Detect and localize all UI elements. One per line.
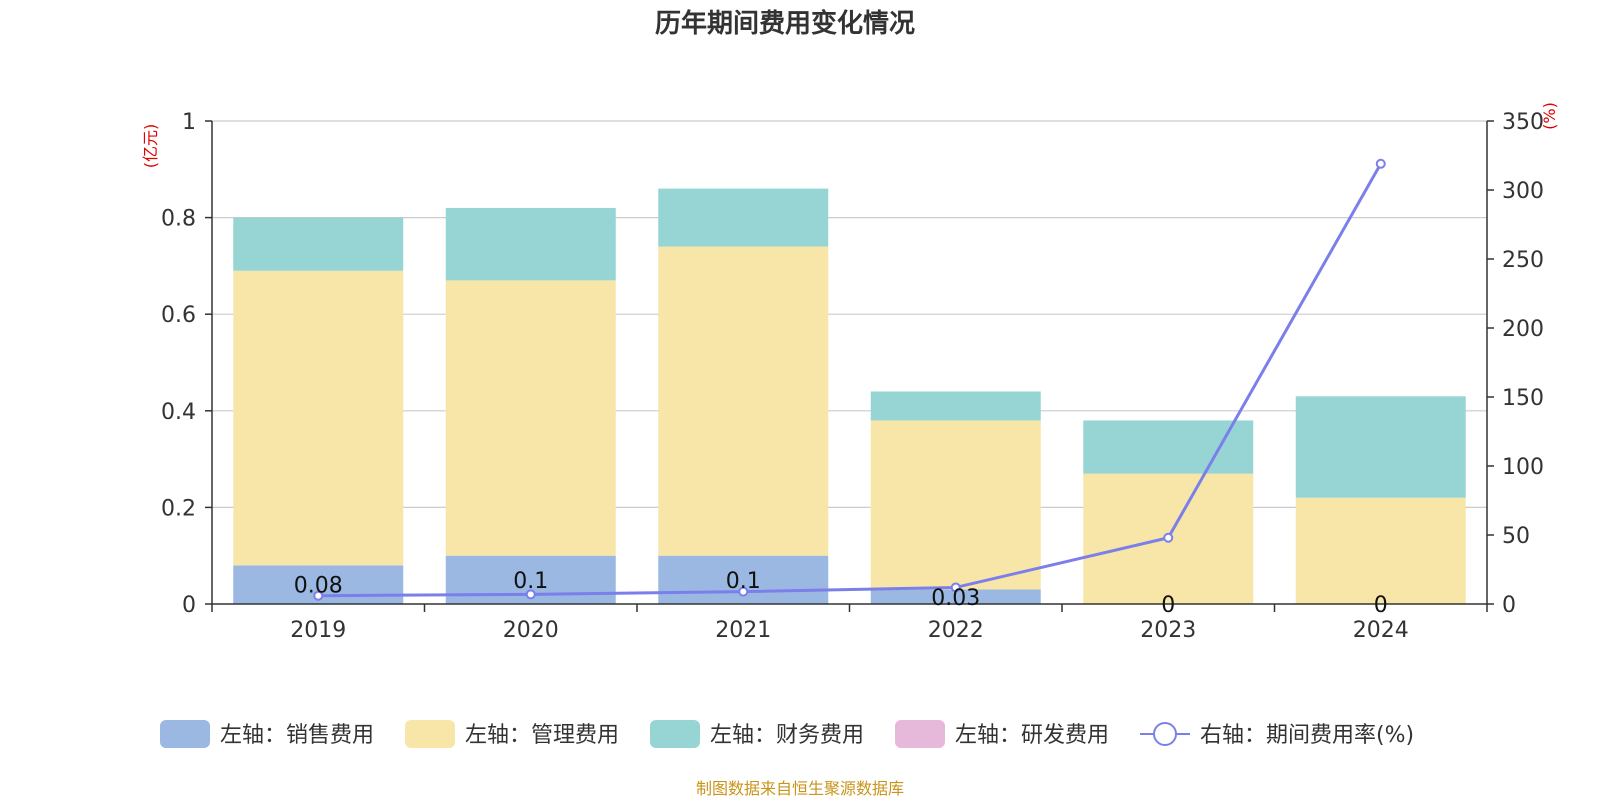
left-axis-tick-label: 0.8 (161, 207, 196, 232)
x-axis-tick-label: 2021 (715, 618, 771, 643)
right-axis-tick-label: 0 (1502, 593, 1516, 618)
legend-label: 左轴：研发费用 (955, 723, 1109, 748)
bar-segment (233, 270, 404, 566)
bar-segment (1083, 420, 1254, 474)
bar-segment (1295, 497, 1466, 604)
legend-item[interactable]: 左轴：财务费用 (650, 720, 864, 748)
bar-segment (1295, 396, 1466, 498)
legend-label: 左轴：财务费用 (710, 723, 864, 748)
bar-data-label: 0 (1161, 593, 1175, 618)
gridlines (212, 120, 1487, 508)
bar-data-label: 0.08 (294, 574, 343, 599)
right-axis-tick-label: 50 (1502, 524, 1530, 549)
legend-swatch (405, 720, 455, 748)
bar-data-label: 0.03 (931, 586, 980, 611)
legend[interactable]: 左轴：销售费用 左轴：管理费用 左轴：财务费用 左轴：研发费用 右轴：期间费用率(%) (160, 720, 1414, 748)
left-axis-tick-label: 0.6 (161, 303, 196, 328)
legend-label: 左轴：管理费用 (465, 723, 619, 748)
bar-segment (445, 207, 616, 281)
bar-segment (870, 391, 1041, 421)
left-axis-unit-label: (亿元) (141, 124, 160, 169)
right-axis-tick-label: 150 (1502, 386, 1544, 411)
rate-line-point (950, 582, 961, 593)
axes: 0 0.2 0.4 0.6 0.8 1 0 50 100 150 200 250 300 350 2019 2… (161, 110, 1544, 643)
legend-swatch (160, 720, 210, 748)
bar-segment (658, 246, 829, 556)
bars (233, 188, 1466, 604)
right-axis-tick-label: 200 (1502, 317, 1544, 342)
legend-swatch (895, 720, 945, 748)
x-axis-tick-label: 2020 (503, 618, 559, 643)
bar-segment (870, 420, 1041, 590)
left-axis-tick-label: 1 (182, 110, 196, 135)
rate-line-path (318, 163, 1383, 598)
x-axis-tick-label: 2023 (1140, 618, 1196, 643)
right-axis-tick-label: 350 (1502, 110, 1544, 135)
legend-label: 左轴：销售费用 (220, 723, 374, 748)
bar-data-label: 0.1 (726, 569, 761, 594)
right-axis-unit-label: (%) (1540, 102, 1559, 130)
left-axis-tick-label: 0.2 (161, 496, 196, 521)
legend-item[interactable]: 右轴：期间费用率(%) (1140, 722, 1414, 748)
right-axis-tick-label: 100 (1502, 455, 1544, 480)
source-note: 制图数据来自恒生聚源数据库 (696, 779, 904, 798)
left-axis-tick-label: 0.4 (161, 400, 196, 425)
legend-item[interactable]: 左轴：管理费用 (405, 720, 619, 748)
legend-label: 右轴：期间费用率(%) (1200, 723, 1414, 748)
bar-segment (870, 589, 1041, 604)
bar-segment (658, 188, 829, 247)
bar-data-label: 0 (1374, 593, 1388, 618)
right-axis-tick-label: 250 (1502, 248, 1544, 273)
left-axis-tick-label: 0 (182, 593, 196, 618)
data-labels: 0.08 0.1 0.1 0.03 0 0 (294, 569, 1388, 618)
rate-line-point (738, 586, 749, 597)
rate-line-point (313, 590, 324, 601)
x-axis-tick-label: 2022 (928, 618, 984, 643)
chart-title: 历年期间费用变化情况 (655, 8, 915, 39)
bar-data-label: 0.1 (513, 569, 548, 594)
legend-swatch-marker (1153, 722, 1177, 746)
x-axis-tick-label: 2019 (290, 618, 346, 643)
bar-segment (233, 217, 404, 271)
rate-line-point (1163, 532, 1174, 543)
legend-item[interactable]: 左轴：销售费用 (160, 720, 374, 748)
legend-item[interactable]: 左轴：研发费用 (895, 720, 1109, 748)
legend-swatch (650, 720, 700, 748)
rate-line-point (525, 589, 536, 600)
bar-segment (445, 280, 616, 556)
right-axis-tick-label: 300 (1502, 179, 1544, 204)
rate-line (313, 158, 1386, 601)
rate-line-point (1375, 158, 1386, 169)
x-axis-tick-label: 2024 (1353, 618, 1409, 643)
